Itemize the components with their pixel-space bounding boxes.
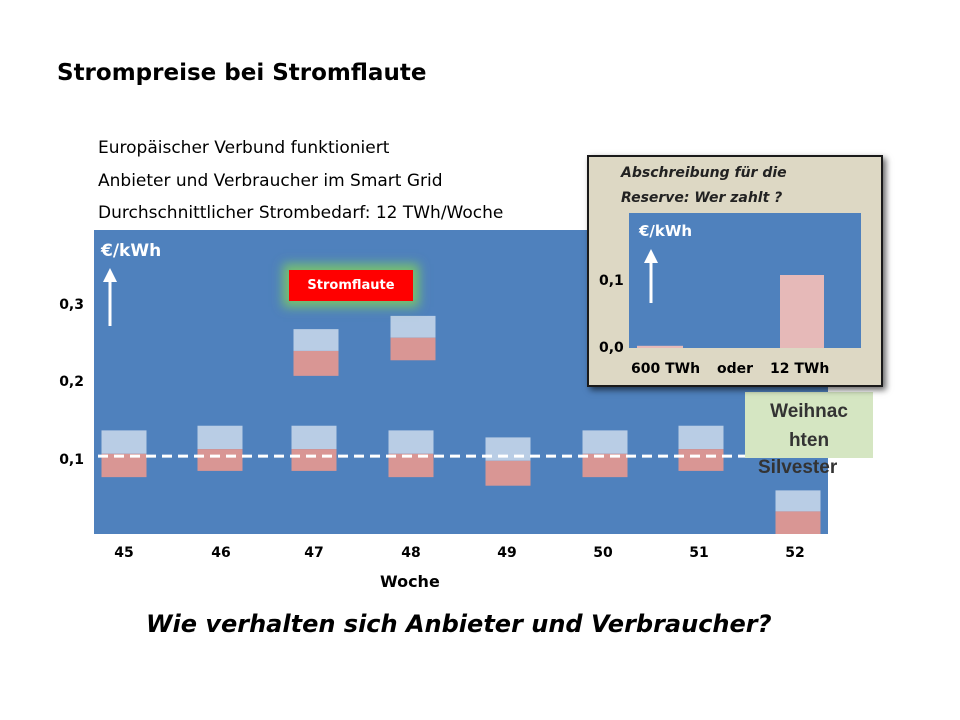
price-range-upper-bar	[388, 430, 434, 454]
y-tick-label: 0,3	[59, 297, 84, 313]
inset-x-tick-label: 12 TWh	[770, 361, 830, 377]
stromflaute-callout: Stromflaute	[289, 270, 413, 301]
x-tick-label: 48	[401, 545, 421, 561]
price-range-upper-bar	[390, 315, 436, 338]
y-tick-label: 0,2	[59, 374, 84, 390]
price-range-lower-bar	[197, 449, 243, 471]
weihnachten-callout: Weihnac hten	[745, 392, 873, 458]
inset-x-separator-label: oder	[717, 361, 754, 377]
price-range-lower-bar	[293, 350, 339, 376]
x-tick-label: 47	[304, 545, 324, 561]
price-range-lower-bar	[390, 337, 436, 361]
price-range-lower-bar	[485, 460, 531, 486]
page-title: Strompreise bei Stromflaute	[57, 60, 427, 86]
price-range-upper-bar	[293, 329, 339, 351]
price-range-upper-bar	[678, 425, 724, 450]
price-range-lower-bar	[291, 449, 337, 471]
x-tick-label: 51	[689, 545, 709, 561]
price-range-upper-bar	[291, 425, 337, 450]
price-range-lower-bar	[678, 449, 724, 471]
x-tick-label: 50	[593, 545, 613, 561]
price-range-upper-bar	[101, 430, 147, 454]
inset-title-line-2: Reserve: Wer zahlt ?	[621, 190, 783, 206]
inset-y-tick-label: 0,1	[599, 273, 624, 289]
subtitle-line-2: Anbieter und Verbraucher im Smart Grid	[98, 171, 443, 191]
y-axis-unit-label: €/kWh	[101, 241, 162, 261]
inset-bar	[637, 345, 683, 348]
x-tick-label: 46	[211, 545, 231, 561]
x-tick-label: 52	[785, 545, 805, 561]
x-tick-label: 49	[497, 545, 517, 561]
price-range-upper-bar	[197, 425, 243, 450]
subtitle-line-3: Durchschnittlicher Strombedarf: 12 TWh/W…	[98, 203, 504, 223]
price-range-upper-bar	[775, 490, 821, 512]
price-range-lower-bar	[582, 453, 628, 478]
x-tick-label: 45	[114, 545, 134, 561]
price-range-lower-bar	[775, 511, 821, 534]
inset-x-tick-label: 600 TWh	[631, 361, 701, 377]
closing-question: Wie verhalten sich Anbieter und Verbrauc…	[146, 610, 772, 638]
price-range-lower-bar	[388, 453, 434, 478]
x-axis-title: Woche	[380, 572, 440, 591]
price-range-lower-bar	[101, 453, 147, 478]
inset-chart	[637, 249, 824, 348]
inset-y-axis-unit-label: €/kWh	[639, 222, 693, 240]
price-range-upper-bar	[582, 430, 628, 454]
inset-y-tick-label: 0,0	[599, 340, 624, 356]
inset-bar	[780, 275, 824, 348]
reserve-inset-panel: Abschreibung für die Reserve: Wer zahlt …	[587, 155, 883, 387]
silvester-label: Silvester	[758, 457, 838, 478]
y-axis-arrow-head	[103, 268, 117, 282]
inset-title-line-1: Abschreibung für die	[621, 165, 787, 181]
y-tick-label: 0,1	[59, 452, 84, 468]
subtitle-line-1: Europäischer Verbund funktioniert	[98, 138, 390, 158]
weihnachten-line-2: hten	[788, 430, 830, 451]
weihnachten-line-1: Weihnac	[770, 401, 848, 422]
inset-y-axis-arrow-head	[644, 249, 658, 263]
